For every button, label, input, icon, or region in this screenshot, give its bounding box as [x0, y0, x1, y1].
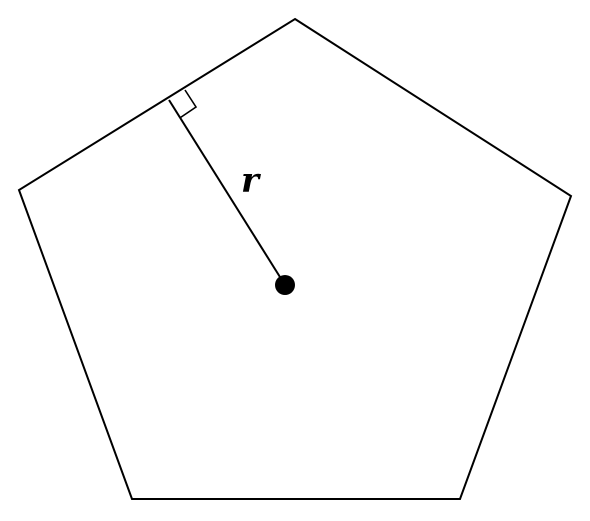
- right-angle-marker: [180, 89, 198, 119]
- apothem-line: [168, 99, 286, 286]
- pentagon-outline: [17, 17, 573, 500]
- center-point: [275, 275, 295, 295]
- apothem-label: r: [241, 161, 261, 201]
